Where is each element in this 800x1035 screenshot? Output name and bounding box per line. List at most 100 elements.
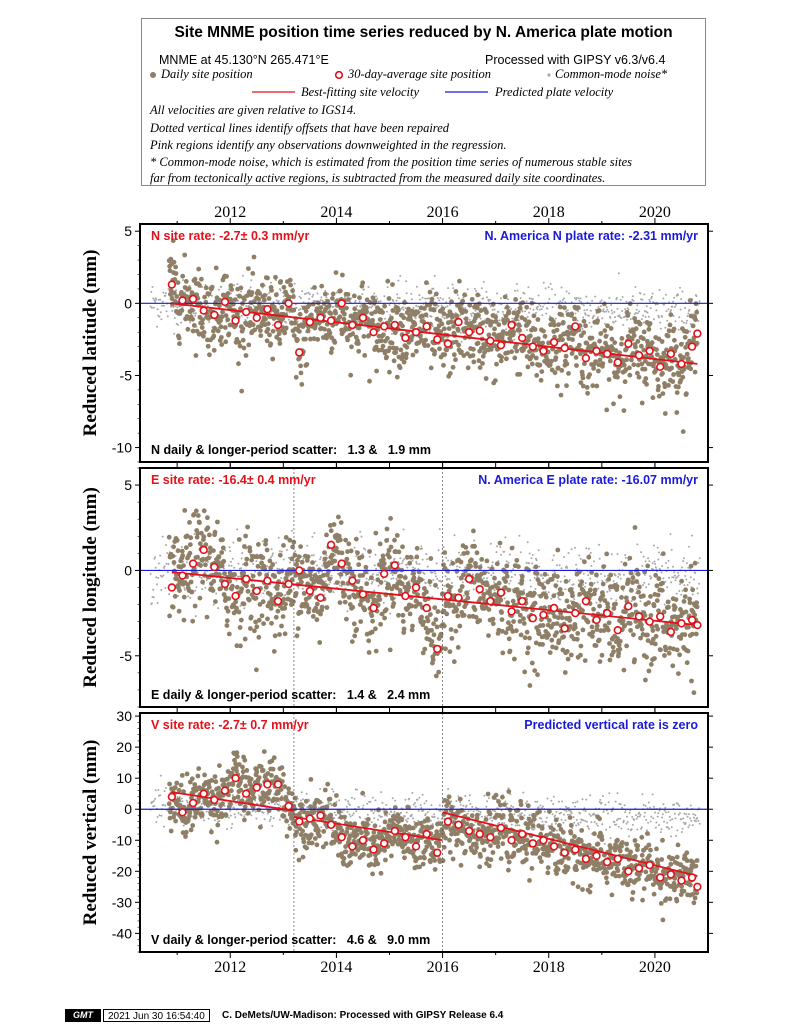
daily-point	[663, 647, 669, 653]
avg30-point	[401, 591, 410, 601]
cm-point	[545, 312, 548, 315]
daily-point	[197, 282, 202, 288]
daily-point	[623, 609, 628, 615]
daily-point	[514, 313, 520, 319]
daily-point	[651, 603, 657, 609]
daily-point	[652, 641, 658, 647]
cm-point	[610, 309, 613, 312]
daily-point	[550, 644, 555, 650]
daily-point	[223, 313, 229, 318]
cm-point	[643, 293, 646, 296]
daily-point	[503, 579, 508, 584]
daily-point	[517, 612, 523, 618]
cm-point	[420, 545, 423, 548]
daily-point	[613, 348, 619, 353]
daily-point	[421, 619, 426, 625]
daily-point	[445, 313, 451, 318]
cm-point	[437, 549, 440, 552]
daily-point	[475, 340, 481, 346]
daily-point	[594, 623, 600, 629]
daily-point	[604, 407, 610, 413]
avg30-point	[613, 358, 622, 367]
daily-point	[554, 630, 559, 635]
cm-point	[514, 573, 516, 576]
daily-point	[401, 359, 407, 365]
cm-point	[305, 792, 308, 795]
daily-point	[265, 326, 271, 332]
cm-point	[590, 325, 593, 328]
daily-point	[293, 374, 299, 380]
daily-point	[199, 325, 205, 330]
daily-point	[234, 643, 240, 649]
daily-point	[692, 369, 698, 375]
cm-point	[224, 549, 227, 552]
daily-point	[403, 355, 409, 361]
daily-point	[327, 588, 333, 593]
cm-point	[573, 546, 576, 549]
daily-point	[174, 537, 180, 543]
daily-point	[688, 366, 694, 372]
cm-point	[371, 305, 374, 308]
daily-point	[203, 299, 209, 305]
daily-point	[537, 362, 543, 368]
daily-point	[624, 643, 629, 649]
daily-point	[316, 567, 322, 573]
cm-point	[316, 292, 319, 295]
cm-point	[673, 574, 676, 577]
daily-point	[215, 328, 221, 334]
daily-point	[625, 577, 631, 583]
daily-point	[206, 291, 212, 297]
daily-point	[642, 366, 648, 372]
daily-point	[277, 337, 282, 342]
cm-point	[678, 316, 681, 319]
daily-point	[244, 556, 250, 562]
daily-point	[630, 575, 636, 581]
daily-point	[461, 612, 467, 618]
cm-point	[308, 297, 311, 300]
daily-point	[251, 254, 257, 260]
cm-point	[378, 825, 381, 828]
daily-point	[636, 374, 642, 380]
daily-point	[410, 352, 416, 358]
daily-point	[187, 520, 192, 525]
cm-point	[231, 823, 234, 825]
cm-point	[698, 557, 701, 560]
cm-point	[405, 563, 408, 566]
cm-point	[155, 576, 158, 579]
daily-point	[589, 335, 595, 341]
avg30-point	[316, 313, 325, 322]
cm-point	[325, 554, 328, 557]
cm-point	[689, 576, 692, 579]
daily-point	[542, 571, 548, 577]
avg30-point	[592, 346, 601, 356]
cm-point	[645, 586, 648, 589]
daily-point	[179, 548, 185, 554]
cm-point	[459, 332, 462, 334]
daily-point	[299, 559, 305, 565]
cm-point	[162, 803, 165, 806]
daily-point	[594, 383, 600, 389]
daily-point	[273, 274, 278, 280]
cm-point	[364, 817, 367, 820]
cm-point	[279, 805, 282, 808]
daily-point	[367, 378, 372, 384]
daily-point	[369, 613, 375, 619]
cm-point	[182, 824, 185, 827]
cm-point	[474, 309, 477, 312]
daily-point	[290, 288, 295, 294]
cm-point	[554, 571, 557, 574]
cm-point	[280, 577, 283, 579]
cm-point	[353, 546, 356, 549]
daily-point	[457, 278, 462, 284]
daily-point	[369, 311, 375, 316]
cm-point	[643, 573, 646, 576]
cm-point	[636, 304, 639, 307]
daily-point	[187, 542, 193, 547]
cm-point	[666, 566, 669, 569]
cm-point	[552, 554, 555, 557]
avg30-point	[656, 612, 665, 621]
avg30-point	[443, 591, 453, 601]
daily-point	[333, 310, 338, 316]
daily-point	[519, 574, 525, 579]
cm-point	[164, 292, 167, 295]
